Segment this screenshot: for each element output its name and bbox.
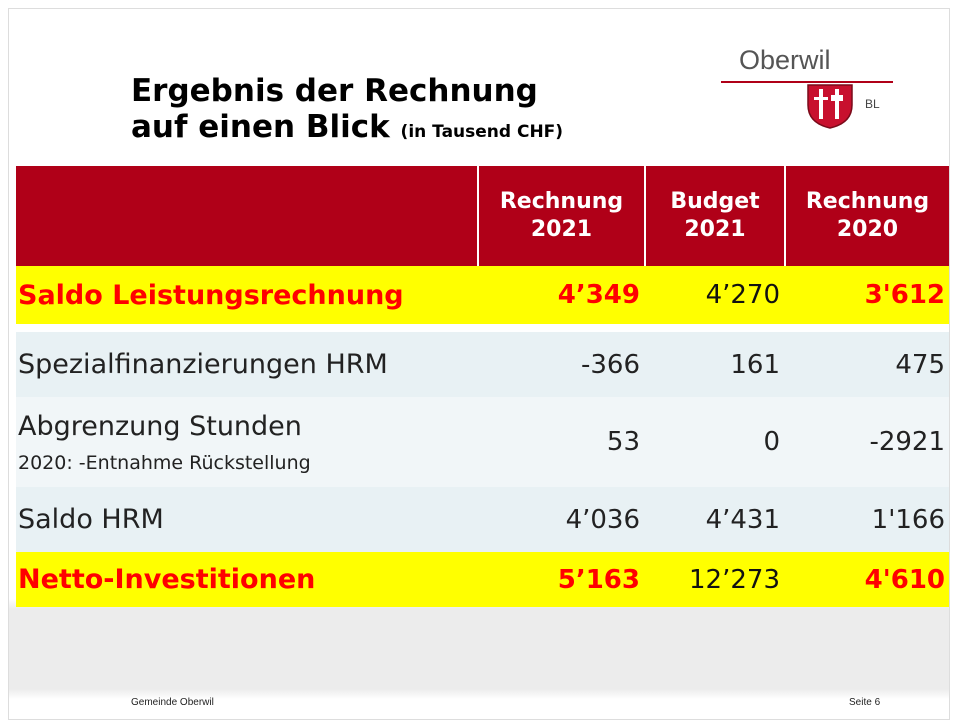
column-header: Budget 2021: [646, 166, 786, 266]
column-header-line: 2021: [684, 217, 746, 242]
cell-value: 4'610: [786, 552, 949, 607]
column-header: Rechnung 2021: [479, 166, 646, 266]
row-label-line: Abgrenzung Stunden: [18, 410, 302, 442]
cell-value: -2921: [786, 397, 949, 487]
title-line: Ergebnis der Rechnung: [131, 73, 538, 109]
cell-value: 161: [646, 332, 786, 397]
footer-right: Seite 6: [849, 697, 881, 708]
cell-value: 0: [646, 397, 786, 487]
row-label: Abgrenzung Stunden 2020: -Entnahme Rückst…: [16, 397, 479, 487]
row-label-line: Netto-Investitionen: [18, 564, 316, 595]
cell-value: 1'166: [786, 487, 949, 552]
row-label: Netto-Investitionen: [16, 552, 479, 607]
row-label-line: Spezialfinanzierungen HRM: [18, 349, 388, 380]
column-header-line: Rechnung: [499, 189, 624, 214]
slide: Ergebnis der Rechnung auf einen Blick (i…: [8, 8, 950, 720]
cell-value: 5’163: [479, 552, 646, 607]
subtitle: (in Tausend CHF): [400, 122, 564, 142]
cell-value: 12’273: [646, 552, 786, 607]
row-label: Saldo HRM: [16, 487, 479, 552]
cell-value: 475: [786, 332, 949, 397]
logo-region: BL: [865, 97, 880, 111]
logo-shield: [807, 84, 853, 129]
logo-name: Oberwil: [739, 45, 831, 75]
row-label-line: Saldo HRM: [18, 504, 164, 535]
cell-value: 4’349: [479, 266, 646, 324]
row-label: Spezialfinanzierungen HRM: [16, 332, 479, 397]
column-header-line: Budget: [670, 189, 760, 214]
cell-value: 4’431: [646, 487, 786, 552]
column-header-line: Rechnung: [805, 189, 930, 214]
row-label: Saldo Leistungsrechnung: [16, 266, 479, 324]
header-cell: [16, 166, 479, 266]
cell-value: 4’036: [479, 487, 646, 552]
logo-line: [721, 81, 893, 83]
title-line: auf einen Blick: [131, 109, 390, 145]
column-header-line: 2020: [836, 217, 899, 242]
cell-value: -366: [479, 332, 646, 397]
row-label-line: 2020: -Entnahme Rückstellung: [18, 451, 311, 474]
row-label-line: Saldo Leistungsrechnung: [18, 279, 404, 311]
cell-value: 4’270: [646, 266, 786, 324]
cell-value: 53: [479, 397, 646, 487]
column-header-line: 2021: [530, 217, 593, 242]
footer-left: Gemeinde Oberwil: [131, 697, 214, 708]
title-line: auf einen Blick (in Tausend CHF): [131, 109, 563, 145]
cell-value: 3'612: [786, 266, 949, 324]
column-header: Rechnung 2020: [786, 166, 949, 266]
